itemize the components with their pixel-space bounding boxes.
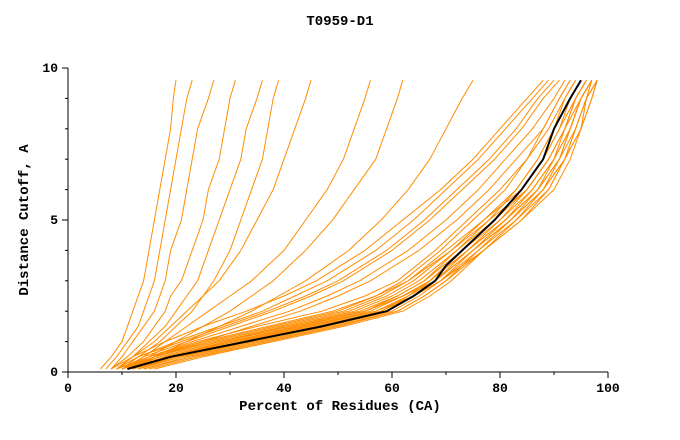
model-curve xyxy=(127,79,571,370)
model-curve xyxy=(110,79,544,370)
y-tick-label: 0 xyxy=(50,365,58,380)
model-curve xyxy=(121,79,582,370)
model-curve xyxy=(132,79,598,370)
model-curve xyxy=(132,79,474,370)
model-curve xyxy=(132,80,598,370)
model-curve xyxy=(121,79,560,370)
reference-curve xyxy=(127,79,582,370)
y-tick-label: 5 xyxy=(50,213,58,228)
model-curve xyxy=(105,80,193,370)
x-axis-label: Percent of Residues (CA) xyxy=(239,399,441,415)
model-curve xyxy=(121,79,587,370)
model-curve xyxy=(121,79,566,370)
x-tick-label: 80 xyxy=(492,381,508,396)
x-tick-label: 100 xyxy=(596,381,620,396)
x-tick-label: 20 xyxy=(168,381,184,396)
model-curve xyxy=(143,79,587,370)
model-curve xyxy=(121,79,571,370)
axes xyxy=(62,67,609,378)
model-curve xyxy=(127,80,404,370)
x-tick-label: 0 xyxy=(64,381,72,396)
model-curve xyxy=(121,79,593,370)
x-tick-label: 60 xyxy=(384,381,400,396)
y-tick-label: 10 xyxy=(42,61,58,76)
model-curve xyxy=(110,80,236,370)
x-tick-label: 40 xyxy=(276,381,292,396)
model-curve xyxy=(121,80,280,370)
model-curve xyxy=(127,79,587,370)
model-curve xyxy=(143,80,598,370)
model-curve xyxy=(116,80,312,370)
model-curve xyxy=(127,79,593,370)
model-curve xyxy=(127,79,577,370)
model-curve xyxy=(100,80,177,370)
model-curve xyxy=(127,80,593,370)
model-curve xyxy=(132,79,582,370)
chart-title: T0959-D1 xyxy=(306,14,374,30)
model-curve xyxy=(138,79,598,370)
model-curve xyxy=(116,80,263,370)
model-curve xyxy=(116,79,549,370)
model-curve xyxy=(116,79,577,370)
model-curve xyxy=(116,79,555,370)
model-curve xyxy=(121,80,371,370)
model-curve xyxy=(110,80,215,370)
series-lines xyxy=(100,79,598,370)
